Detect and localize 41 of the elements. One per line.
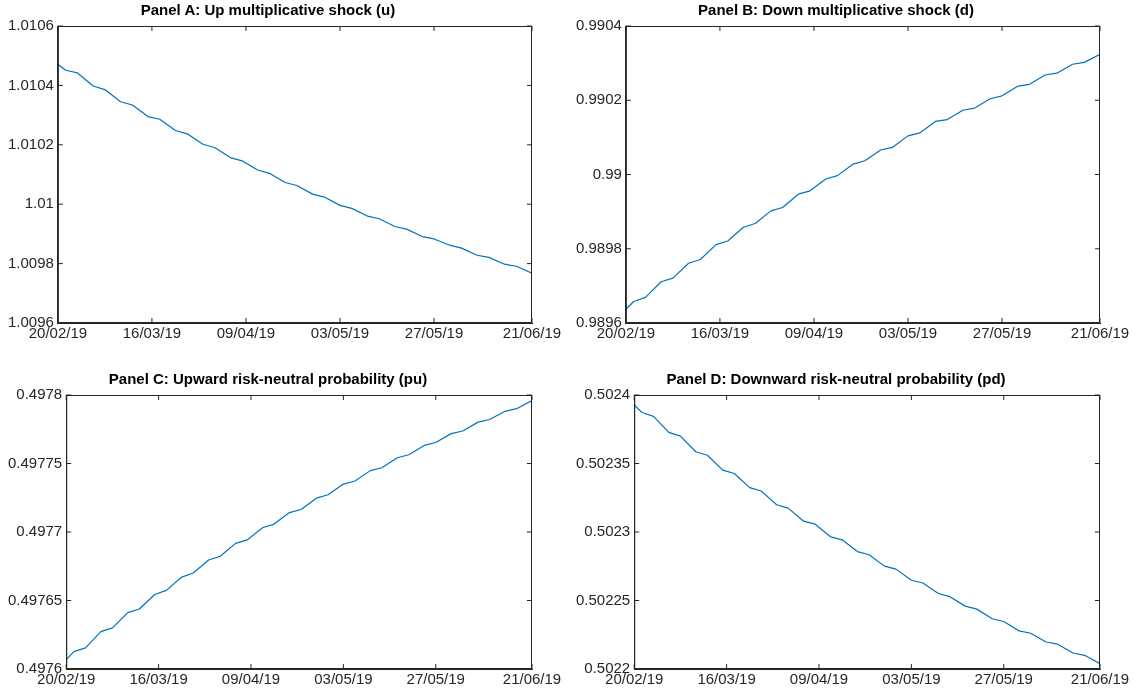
- y-tick-label: 1.0102: [7, 134, 54, 152]
- x-tick-label: 21/06/19: [1070, 324, 1130, 342]
- y-tick-label: 1.0104: [7, 75, 54, 93]
- y-tick-label: 0.9904: [575, 16, 622, 34]
- y-tick-label: 0.5024: [584, 385, 631, 403]
- x-tick-label: 16/03/19: [697, 670, 756, 688]
- y-tick-label: 0.49765: [7, 590, 63, 608]
- x-tick-label: 03/05/19: [314, 670, 373, 688]
- chart-title: Panel C: Upward risk-neutral probability (pu): [108, 370, 428, 388]
- chart-title: Panel B: Down multiplicative shock (d): [698, 1, 974, 19]
- x-tick-label: 16/03/19: [122, 324, 182, 342]
- x-tick-label: 27/05/19: [972, 324, 1032, 342]
- y-tick-label: 0.9898: [575, 238, 622, 256]
- y-tick-label: 1.0106: [7, 16, 54, 34]
- x-tick-label: 27/05/19: [974, 670, 1033, 688]
- x-tick-label: 21/06/19: [502, 324, 562, 342]
- x-tick-label: 16/03/19: [690, 324, 750, 342]
- x-tick-label: 09/04/19: [789, 670, 849, 688]
- x-tick-label: 09/04/19: [216, 324, 276, 342]
- y-tick-label: 1.01: [24, 194, 54, 212]
- y-tick-label: 0.50225: [575, 590, 631, 608]
- y-tick-label: 0.4977: [16, 522, 63, 540]
- x-tick-label: 03/05/19: [310, 324, 370, 342]
- y-tick-label: 1.0098: [7, 253, 54, 271]
- y-tick-label: 0.5023: [584, 522, 631, 540]
- y-tick-label: 0.9902: [575, 90, 622, 108]
- y-tick-label: 0.50235: [575, 453, 631, 471]
- x-tick-label: 16/03/19: [129, 670, 188, 688]
- y-tick-label: 0.99: [592, 164, 622, 182]
- x-tick-label: 03/05/19: [878, 324, 938, 342]
- x-tick-label: 21/06/19: [502, 670, 562, 688]
- chart-title: Panel A: Up multiplicative shock (u): [140, 1, 396, 19]
- x-tick-label: 03/05/19: [882, 670, 941, 688]
- x-tick-label: 27/05/19: [404, 324, 464, 342]
- x-tick-label: 09/04/19: [784, 324, 844, 342]
- x-tick-label: 27/05/19: [406, 670, 465, 688]
- y-tick-label: 0.4978: [16, 385, 63, 403]
- y-tick-label: 0.49775: [7, 453, 63, 471]
- x-tick-label: 21/06/19: [1070, 670, 1130, 688]
- x-tick-label: 09/04/19: [221, 670, 281, 688]
- chart-title: Panel D: Downward risk-neutral probability (pd): [666, 370, 1006, 388]
